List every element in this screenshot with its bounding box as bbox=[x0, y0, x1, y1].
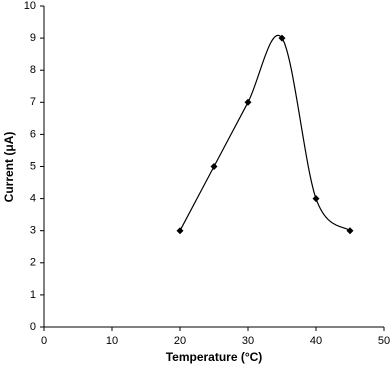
y-axis-label: Current (μA) bbox=[2, 132, 16, 203]
y-tick-label: 7 bbox=[30, 96, 36, 108]
y-tick-label: 9 bbox=[30, 32, 36, 44]
x-tick-label: 10 bbox=[106, 335, 118, 347]
marker bbox=[346, 227, 354, 235]
marker bbox=[244, 98, 252, 106]
y-tick-label: 2 bbox=[30, 257, 36, 269]
marker bbox=[312, 195, 320, 203]
x-tick-label: 50 bbox=[378, 335, 390, 347]
y-tick-label: 1 bbox=[30, 289, 36, 301]
y-tick-label: 5 bbox=[30, 160, 36, 172]
x-tick-label: 0 bbox=[41, 335, 47, 347]
marker bbox=[278, 34, 286, 42]
x-axis-label: Temperature (°C) bbox=[166, 350, 263, 364]
y-tick-label: 3 bbox=[30, 225, 36, 237]
marker bbox=[210, 163, 218, 170]
y-tick-label: 0 bbox=[30, 321, 36, 333]
y-tick-label: 4 bbox=[30, 193, 36, 205]
x-tick-label: 30 bbox=[242, 335, 254, 347]
x-tick-label: 40 bbox=[310, 335, 322, 347]
y-tick-label: 8 bbox=[30, 64, 36, 76]
y-tick-label: 10 bbox=[24, 0, 36, 12]
marker bbox=[176, 227, 184, 235]
line bbox=[179, 34, 351, 232]
y-tick-label: 6 bbox=[30, 128, 36, 140]
x-tick-label: 20 bbox=[174, 335, 186, 347]
